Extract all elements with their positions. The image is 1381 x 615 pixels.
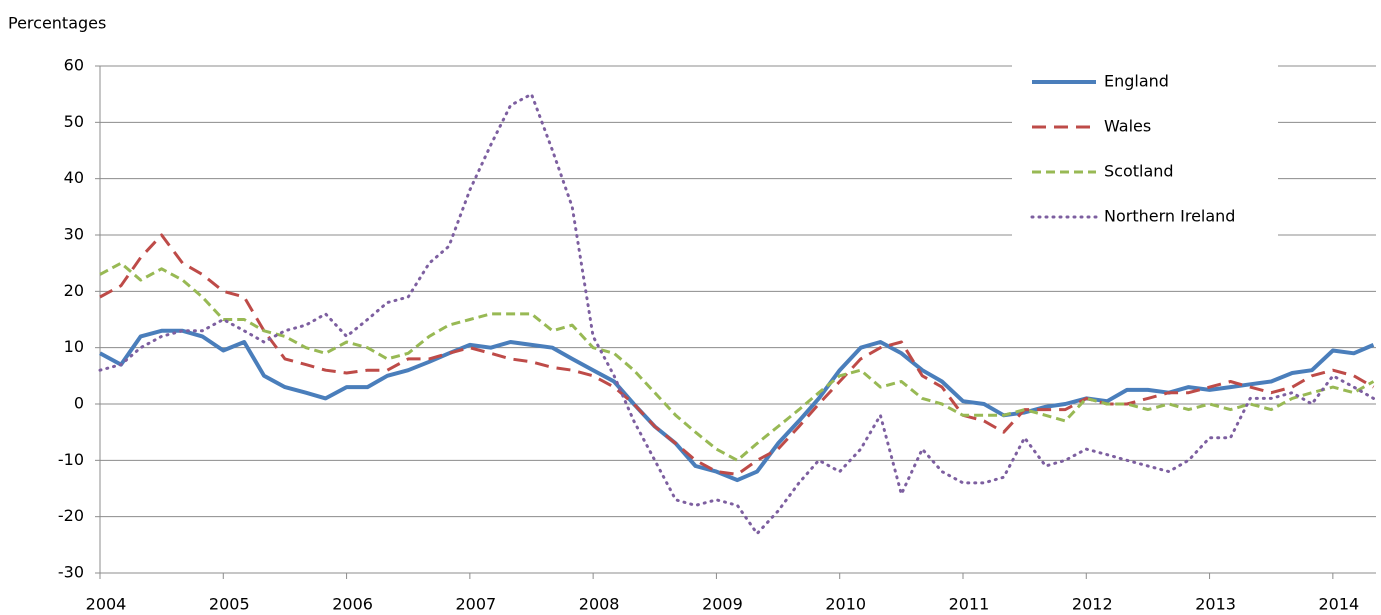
x-tick-label: 2011 <box>949 595 990 614</box>
y-tick-label: 40 <box>64 168 84 187</box>
series-line <box>99 328 1375 483</box>
legend-label: England <box>1104 72 1169 91</box>
y-tick-label: 10 <box>64 337 84 356</box>
series-line <box>99 261 1375 462</box>
y-tick-label: -30 <box>58 563 84 582</box>
y-tick-label: -20 <box>58 506 84 525</box>
y-tick-label: 50 <box>64 112 84 131</box>
x-tick-label: 2006 <box>332 595 373 614</box>
legend-label: Scotland <box>1104 162 1174 181</box>
x-tick-label: 2005 <box>209 595 250 614</box>
x-tick-label: 2004 <box>86 595 127 614</box>
legend-label: Wales <box>1104 117 1151 136</box>
legend-label: Northern Ireland <box>1104 207 1235 226</box>
x-tick-label: 2009 <box>702 595 743 614</box>
x-tick-label: 2008 <box>579 595 620 614</box>
y-tick-label: 30 <box>64 225 84 244</box>
y-tick-label: -10 <box>58 450 84 469</box>
y-tick-label: 0 <box>74 394 84 413</box>
x-tick-label: 2010 <box>825 595 866 614</box>
x-tick-label: 2014 <box>1318 595 1359 614</box>
y-axis-label: Percentages <box>8 14 106 33</box>
y-tick-label: 20 <box>64 281 84 300</box>
y-tick-label: 60 <box>64 56 84 75</box>
series-line <box>99 233 1375 476</box>
legend <box>1012 58 1278 242</box>
x-tick-label: 2012 <box>1072 595 1113 614</box>
series-line <box>98 92 1375 536</box>
x-tick-label: 2013 <box>1195 595 1236 614</box>
x-tick-label: 2007 <box>455 595 496 614</box>
